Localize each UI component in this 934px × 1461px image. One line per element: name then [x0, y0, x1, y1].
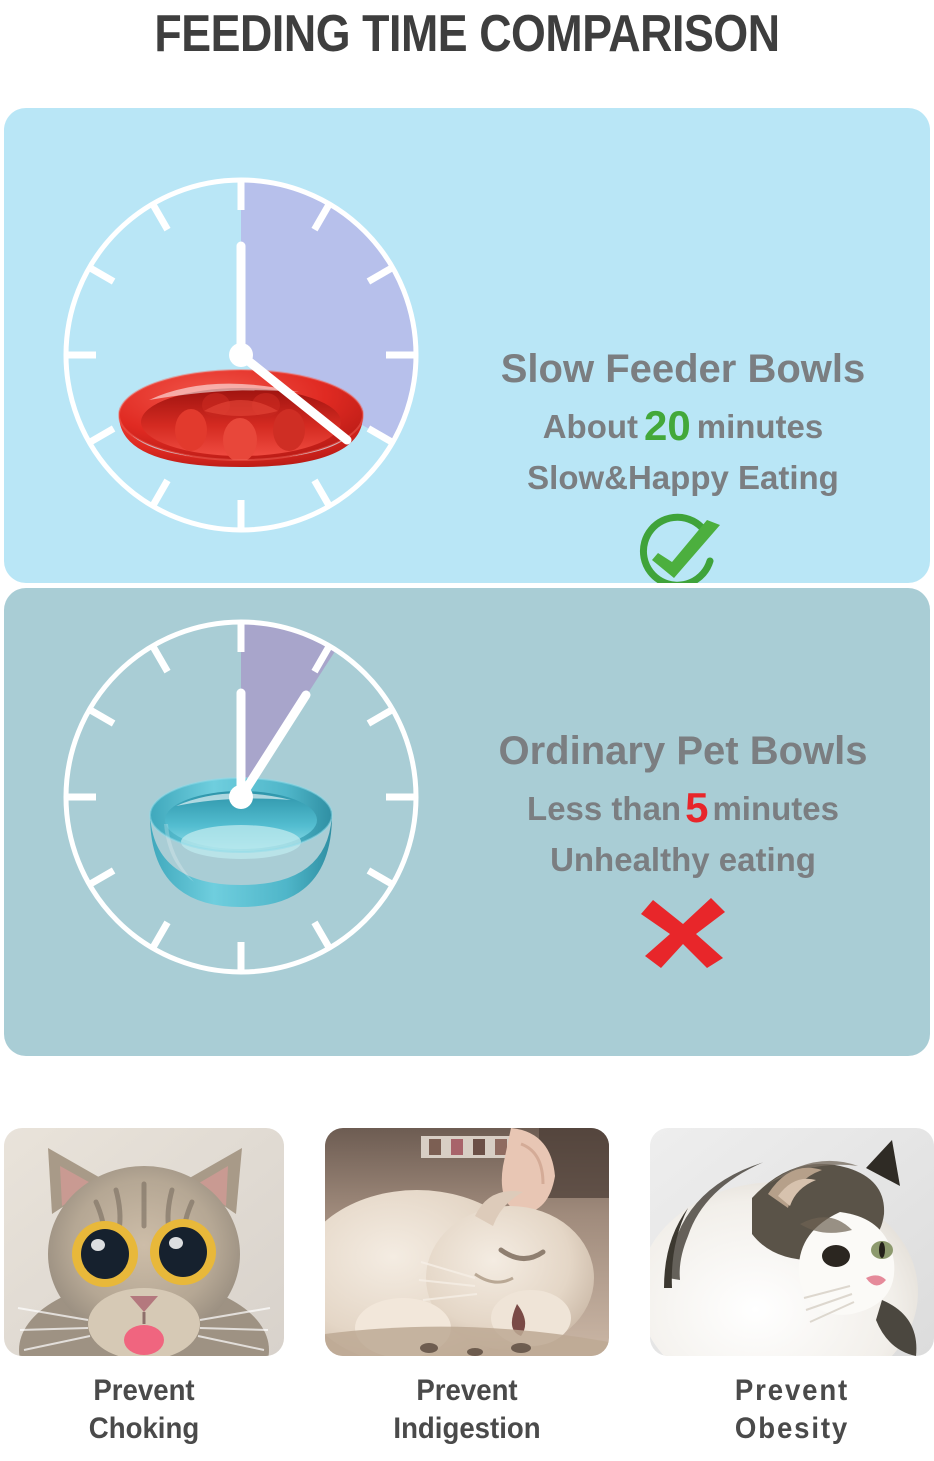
clock-ordinary-bowl: [54, 610, 428, 984]
cat-lying-down-photo: [325, 1128, 609, 1356]
info-ordinary-bowl: Ordinary Pet Bowls Less than5 minutes Unh…: [428, 728, 930, 972]
clock-ticks: [68, 182, 414, 528]
caption-prevent-indigestion: Prevent Indigestion: [336, 1372, 597, 1449]
headline-slow-feeder: Slow Feeder Bowls: [500, 347, 866, 391]
benefit-photo-1: [4, 1128, 284, 1356]
clock-center-pin: [229, 343, 253, 367]
hour-hand: [236, 350, 352, 445]
eating-quality-slow-feeder: Slow&Happy Eating: [527, 458, 839, 496]
clock-hands: [229, 241, 352, 445]
clock-ring: [63, 177, 419, 533]
ordinary-bowl-teal: [149, 777, 333, 907]
time-line-ordinary-bowl: Less than5 minutes: [428, 780, 930, 837]
headline-ordinary-bowl: Ordinary Pet Bowls: [498, 729, 868, 773]
time-value: 5: [685, 784, 709, 831]
time-value: 20: [644, 402, 691, 449]
caption-prevent-obesity: Prevent Obesity: [661, 1372, 922, 1449]
benefit-photo-2: [325, 1128, 609, 1356]
benefit-photo-3: [650, 1128, 934, 1356]
page-title: FEEDING TIME COMPARISON: [154, 5, 780, 63]
verdict-ordinary-bowl: [428, 894, 930, 972]
caption-line-1: Prevent: [734, 1374, 850, 1407]
caption-prevent-choking: Prevent Choking: [15, 1372, 273, 1449]
clock-ring: [63, 619, 419, 975]
panel-ordinary-bowl: Ordinary Pet Bowls Less than5 minutes Unh…: [4, 588, 930, 1056]
slow-feeder-bowl-red: [118, 369, 364, 467]
obese-cat-photo: [650, 1128, 934, 1356]
panel-slow-feeder: Slow Feeder Bowls About 20 minutes Slow&Ha…: [4, 108, 930, 583]
verdict-slow-feeder: [428, 512, 930, 583]
clock-center-pin: [229, 785, 253, 809]
benefit-photo-strip: [0, 1128, 934, 1356]
check-circle-icon: [639, 513, 720, 583]
time-suffix: minutes: [696, 408, 824, 445]
clock-hands: [229, 688, 311, 809]
cat-tongue-out-photo: [4, 1128, 284, 1356]
caption-line-1: Prevent: [416, 1374, 518, 1407]
eating-quality-ordinary-bowl: Unhealthy eating: [550, 840, 816, 878]
caption-line-2: Indigestion: [393, 1412, 541, 1446]
time-prefix: Less than: [527, 790, 682, 827]
caption-line-2: Choking: [88, 1412, 200, 1446]
clock-slow-feeder: [54, 168, 428, 542]
info-slow-feeder: Slow Feeder Bowls About 20 minutes Slow&Ha…: [428, 346, 930, 583]
time-prefix: About: [542, 408, 639, 445]
cross-mark-icon: [641, 897, 725, 968]
clock-ticks: [68, 624, 414, 970]
time-suffix: minutes: [712, 790, 839, 827]
time-line-slow-feeder: About 20 minutes: [428, 398, 930, 455]
caption-line-1: Prevent: [93, 1374, 195, 1407]
benefit-captions: Prevent Choking Prevent Indigestion Prev…: [0, 1372, 934, 1458]
hour-hand: [236, 690, 311, 802]
caption-line-2: Obesity: [734, 1412, 850, 1446]
